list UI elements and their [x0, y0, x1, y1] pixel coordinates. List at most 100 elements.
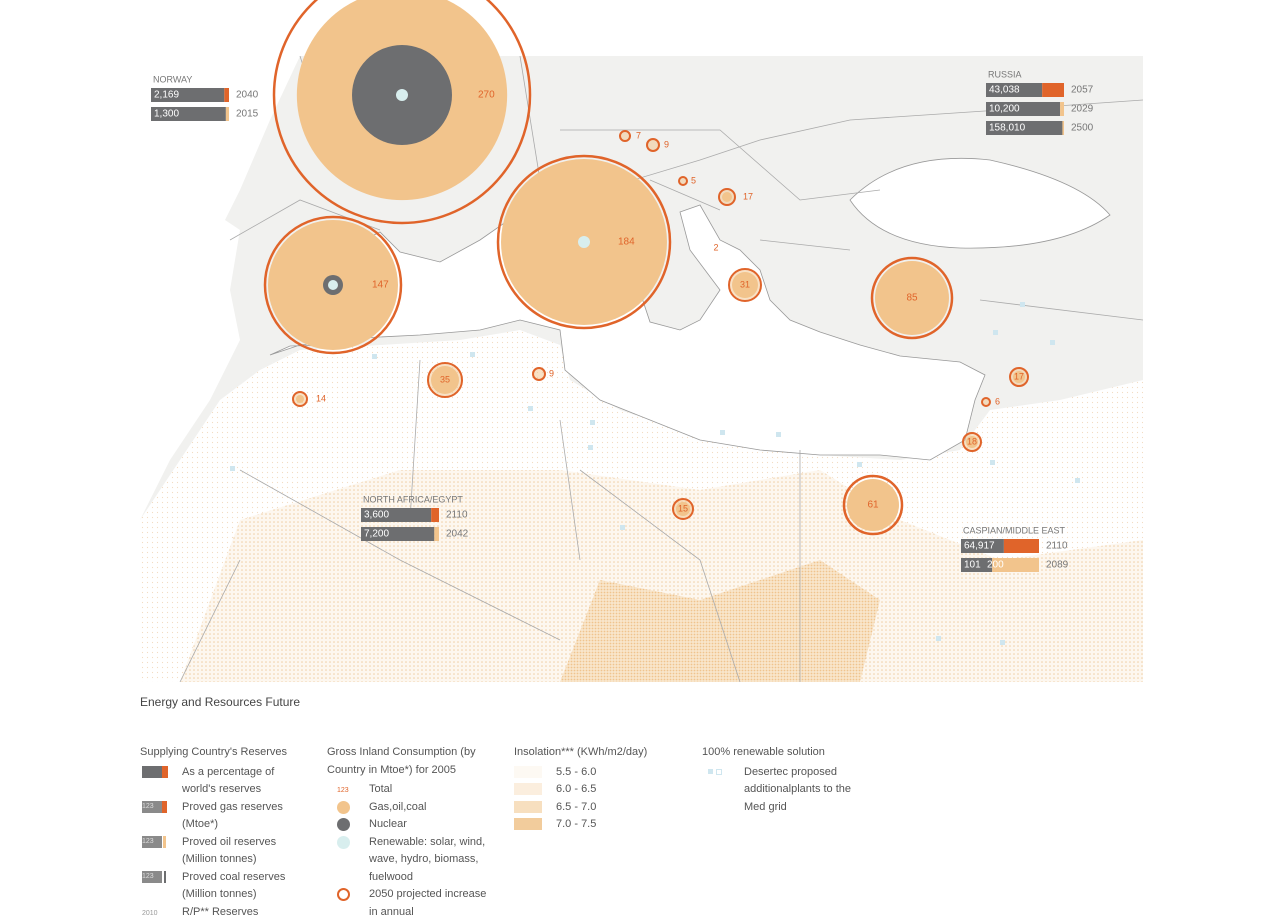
legend-key: 123: [142, 870, 162, 883]
legend-item: 123 Proved gas reserves (Mtoe*): [140, 799, 310, 834]
consumption-label: 2: [713, 242, 718, 252]
consumption-label: 18: [967, 436, 977, 446]
consumption-circle: [875, 261, 949, 335]
reserve-value: 2,169: [154, 90, 179, 101]
region-name: CASPIAN/MIDDLE EAST: [963, 525, 1066, 535]
reserve-value: 158,010: [989, 123, 1026, 134]
map: 270 147 184 85 31 17 9 7 5 2 35 14 9 61 15 17 6 18 NORWAY 2…: [140, 0, 1143, 682]
projection-ring: [678, 176, 688, 186]
projection-ring: [619, 130, 631, 142]
legend-key: 123: [337, 787, 349, 794]
legend-item: Desertec proposed additionalplants to th…: [702, 764, 862, 817]
insolation-zone: [180, 470, 1143, 682]
legend-text: 2050 projected increase in annual: [369, 888, 487, 918]
legend-reserves: Supplying Country's Reserves As a percent…: [140, 744, 310, 921]
legend-icon: [514, 764, 556, 781]
legend-text: 5.5 - 6.0: [556, 765, 597, 778]
reserve-value: 64,917: [964, 541, 995, 552]
legend-heading: Supplying Country's Reserves: [140, 746, 288, 758]
renewable-dot: [578, 236, 590, 248]
reserve-year: 2040: [236, 90, 259, 101]
projection-ring: [263, 215, 403, 355]
consumption-label: 35: [440, 374, 450, 384]
reserve-share: [434, 527, 439, 541]
reserve-year: 2015: [236, 109, 259, 120]
legend-icon: [327, 834, 369, 851]
reserve-value: 10,200: [989, 104, 1020, 115]
legend-item: 6.5 - 7.0: [514, 799, 684, 817]
desertec-site: [936, 636, 941, 641]
reserve-year: 2029: [1071, 104, 1094, 115]
consumption-label: 31: [740, 279, 750, 289]
reserve-bar: [986, 102, 1061, 116]
legend-text: Total: [369, 783, 393, 795]
projection-ring: [532, 367, 546, 381]
reserve-share: [1042, 83, 1064, 97]
legend-icon: 123: [140, 834, 182, 851]
projection-ring: [728, 268, 762, 302]
reserve-value: 101: [964, 560, 981, 571]
projection-ring: [718, 188, 736, 206]
projection-ring: [427, 362, 463, 398]
consumption-label: 7: [636, 130, 641, 140]
desertec-site: [720, 430, 725, 435]
reserve-value: 43,038: [989, 85, 1020, 96]
desertec-site: [588, 445, 593, 450]
legend-item: 7.0 - 7.5: [514, 816, 684, 834]
legend-icon: [514, 781, 556, 798]
projection-ring: [981, 397, 991, 407]
reserve-year: 2110: [446, 510, 468, 521]
marks: 270 147 184 85 31 17 9 7 5 2 35 14 9 61 15 17 6 18 NORWAY 2…: [151, 0, 1094, 645]
desertec-site: [1075, 478, 1080, 483]
reserve-bar: [986, 121, 1063, 135]
reserve-value: 3,600: [364, 510, 389, 521]
desertec-site: [620, 525, 625, 530]
reserve-bar: [961, 539, 1004, 553]
consumption-label: 6: [995, 396, 1000, 406]
legend-item: 2010 R/P** Reserves: [140, 904, 310, 922]
projection-ring: [1009, 367, 1029, 387]
legend-swatch: [514, 783, 542, 795]
desertec-site: [993, 330, 998, 335]
legend-insolation: Insolation*** (KWh/m2/day) 5.5 - 6.0 6.0 -…: [514, 744, 684, 834]
reserve-share: [992, 558, 1039, 572]
legend-text: Desertec proposed additionalplants to th…: [744, 765, 852, 813]
legend-swatch: [163, 835, 166, 848]
legend-text: 7.0 - 7.5: [556, 818, 597, 830]
desertec-site: [372, 354, 377, 359]
legend-swatch: [514, 765, 542, 778]
reserve-bar: [361, 527, 435, 541]
consumption-label: 5: [691, 175, 696, 185]
legend-swatch: [142, 765, 162, 778]
legend-icon: 123: [327, 781, 369, 798]
legend-item: Gas,oil,coal: [327, 799, 497, 817]
legend-item: 123 Proved coal reserves (Million tonnes): [140, 869, 310, 904]
desertec-site: [590, 420, 595, 425]
reserve-extra: 200: [987, 560, 1004, 571]
reserve-share: [1003, 539, 1039, 553]
mediterranean: [269, 204, 986, 461]
renewable-dot: [328, 280, 338, 290]
reserve-year: 2500: [1071, 123, 1094, 134]
reserve-share: [1060, 102, 1064, 116]
basemap: [140, 56, 1143, 682]
reserve-bar: [361, 508, 432, 522]
reserve-value: 7,200: [364, 529, 389, 540]
consumption-label: 17: [743, 191, 753, 201]
legend-icon: 123: [140, 869, 182, 886]
consumption-label: 61: [867, 500, 879, 511]
projection-ring: [496, 154, 672, 330]
legend-item: As a percentage of world's reserves: [140, 764, 310, 799]
desertec-site: [1000, 640, 1005, 645]
legend-swatch: [164, 870, 166, 883]
legend-item: 2050 projected increase in annual: [327, 886, 497, 921]
legend-swatch: [337, 835, 350, 849]
consumption-label: 85: [906, 293, 918, 304]
consumption-label: 17: [1014, 371, 1024, 381]
desertec-site: [990, 460, 995, 465]
projection-ring: [292, 391, 308, 407]
renewable-dot: [396, 89, 408, 101]
reserve-year: 2110: [1046, 541, 1068, 552]
legend-key: 123: [142, 800, 162, 813]
